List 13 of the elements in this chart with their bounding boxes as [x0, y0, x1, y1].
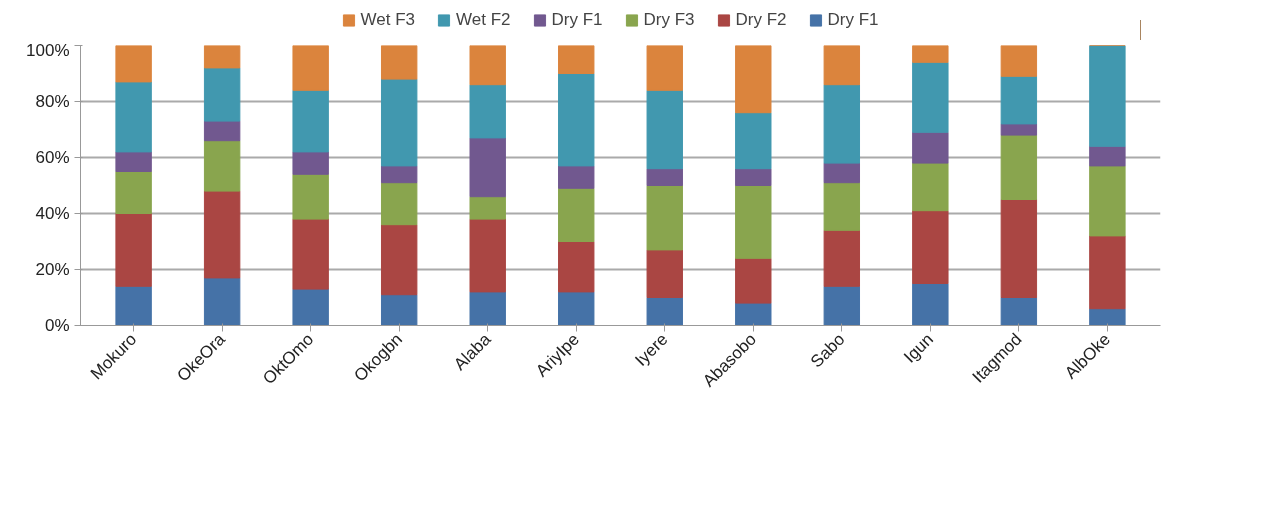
y-tick-label: 20%	[35, 260, 70, 279]
legend-label: Dry F3	[643, 10, 695, 30]
y-tick-label: 60%	[35, 148, 70, 167]
x-tick-label: Igun	[900, 329, 938, 367]
legend-label: Dry F2	[735, 10, 787, 30]
y-tick-label: 80%	[35, 92, 70, 111]
legend-label: Dry F1	[551, 10, 603, 30]
legend-label: Wet F2	[456, 10, 511, 30]
y-tick-label: 40%	[35, 204, 70, 223]
legend-label: Dry F1	[827, 10, 879, 30]
legend-label: Wet F3	[360, 10, 415, 30]
y-tick-label: 100%	[26, 40, 70, 60]
y-tick-label: 0%	[44, 316, 70, 335]
